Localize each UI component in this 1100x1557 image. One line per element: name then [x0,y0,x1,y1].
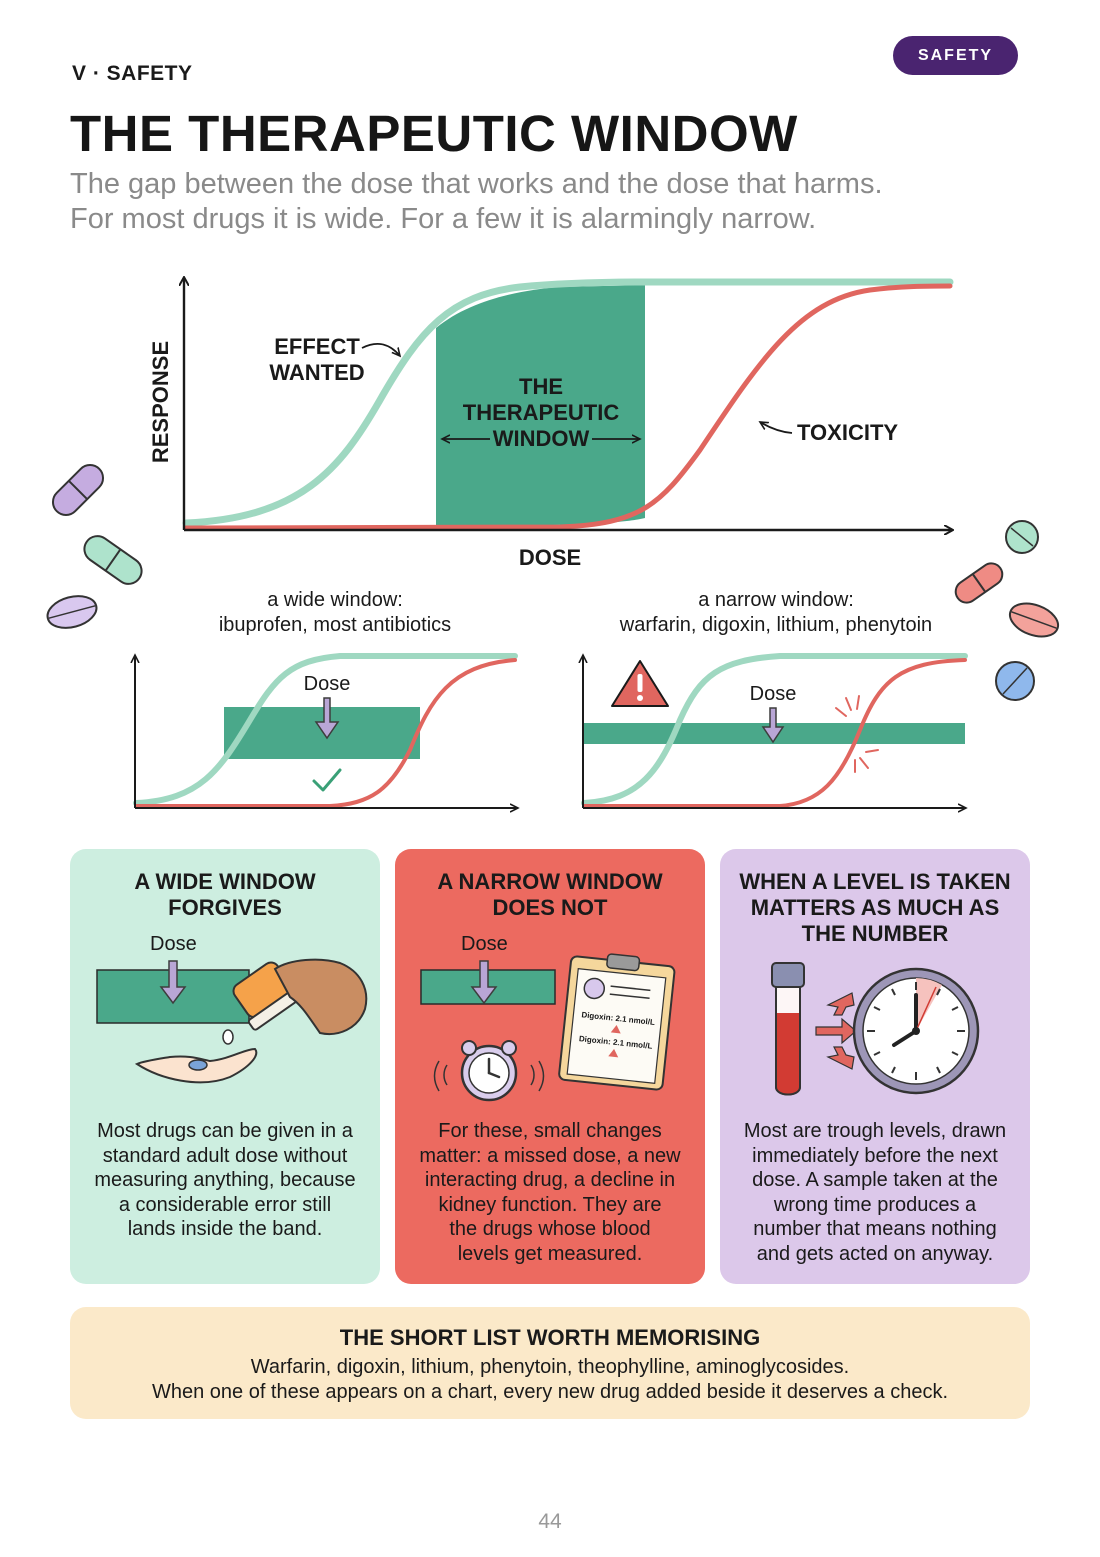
card-timing-illustration [771,962,980,1096]
card-narrow-body-line: matter: a missed dose, a new [419,1144,681,1167]
card-timing-body-line: number that means nothing [753,1218,997,1240]
capsule-icon-purple [51,463,105,517]
callout-drug-list: Warfarin, digoxin, lithium, phenytoin, t… [250,1356,850,1378]
card-timing-body-line: Most are trough levels, drawn [743,1120,1007,1142]
clipboard-icon: Digoxin: 2.1 nmol/L Digoxin: 2.1 nmol/L [558,953,676,1091]
callout-advice: When one of these appears on a chart, ev… [151,1381,949,1403]
dose-response-diagram: RESPONSE DOSE EFFECT WANTED THE THERAPEU… [46,0,1060,840]
effect-pointer-arrow [361,342,400,356]
card-narrow-body-line: kidney function. They are [438,1193,662,1216]
card-timing-body-line: immediately before the next [752,1144,998,1167]
toxicity-pointer-arrow [760,422,793,434]
card-wide-body-line: lands inside the band. [127,1218,323,1240]
narrow-window-chart: Dose [583,653,968,808]
tablet-icon-salmon [1008,602,1060,638]
card-narrow-dose-label: Dose [461,933,508,955]
dose-arrow-icon [159,960,187,1005]
transfer-arrows-icon [815,992,857,1070]
tablet-icon-lavender [46,595,98,629]
card-wide-body-line: a considerable error still [118,1193,332,1216]
toxicity-curve [183,283,953,531]
callout-title: THE SHORT LIST WORTH MEMORISING [339,1325,761,1350]
card-wide-illustration [96,958,368,1084]
page-number: 44 [538,1510,562,1533]
narrow-caption-line-1: a narrow window: [698,589,854,611]
card-narrow-window: A NARROW WINDOW DOES NOT Dose Digoxin: 2… [395,849,705,1284]
memorise-callout: THE SHORT LIST WORTH MEMORISING Warfarin… [70,1307,1030,1419]
tablet-icon-mint-round [1005,520,1039,554]
alarm-clock-icon [433,1040,545,1102]
section-badge: SAFETY [893,36,1018,75]
wide-dose-label: Dose [304,673,351,695]
wide-caption-line-2: ibuprofen, most antibiotics [219,614,451,636]
effect-curve [182,278,954,527]
toxicity-label: TOXICITY [797,420,898,445]
dose-arrow-icon [470,960,498,1005]
wide-window-chart: Dose [135,653,518,808]
wide-window-band [224,707,420,759]
card-narrow-body-line: interacting drug, a decline in [424,1169,676,1191]
page-title: THE THERAPEUTIC WINDOW [70,105,798,162]
card-timing-title-line-1: WHEN A LEVEL IS TAKEN [739,869,1011,894]
section-label: V · SAFETY [72,62,193,85]
card-wide-body-line: measuring anything, because [94,1169,356,1191]
card-timing-title-line-3: THE NUMBER [801,921,949,946]
card-wide-body-line: standard adult dose without [102,1144,348,1167]
card-wide-window: A WIDE WINDOW FORGIVES Dose Most drugs c… [70,849,380,1284]
danger-burst-icon [835,695,879,773]
check-icon [312,768,342,792]
card-narrow-body: For these, small changes matter: a misse… [413,1119,687,1266]
card-narrow-body-line: the drugs whose blood [449,1218,651,1240]
window-label-line-3: WINDOW [493,426,590,451]
card-timing-body-line: dose. A sample taken at the [752,1169,998,1191]
card-timing-body: Most are trough levels, drawn immediatel… [738,1119,1012,1266]
card-wide-dose-label: Dose [150,933,197,955]
wide-dose-arrow-icon [314,697,340,740]
effect-label-line-2: WANTED [269,360,364,385]
narrow-dose-label: Dose [750,683,797,705]
subtitle-line-2: For most drugs it is wide. For a few it … [70,203,817,235]
card-wide-body: Most drugs can be given in a standard ad… [88,1119,362,1242]
card-wide-title-line-2: FORGIVES [168,895,282,920]
capsule-icon-red [954,562,1004,604]
card-narrow-title-line-2: DOES NOT [492,895,608,920]
narrow-dose-arrow-icon [761,707,785,744]
y-axis-label: RESPONSE [148,341,173,463]
effect-label-line-1: EFFECT [274,334,360,359]
card-wide-title: A WIDE WINDOW FORGIVES [80,869,370,921]
card-level-timing: WHEN A LEVEL IS TAKEN MATTERS AS MUCH AS… [720,849,1030,1284]
card-narrow-illustration: Digoxin: 2.1 nmol/L Digoxin: 2.1 nmol/L [420,953,676,1102]
card-timing-body-line: wrong time produces a [773,1193,977,1216]
x-axis-label: DOSE [519,545,581,570]
card-narrow-title-line-1: A NARROW WINDOW [437,869,663,894]
card-timing-title: WHEN A LEVEL IS TAKEN MATTERS AS MUCH AS… [730,869,1020,947]
pouring-hand-icon [273,958,368,1035]
narrow-caption-line-2: warfarin, digoxin, lithium, phenytoin [619,614,932,636]
card-narrow-body-line: For these, small changes [438,1120,662,1142]
card-narrow-body-line: levels get measured. [457,1242,643,1265]
warning-icon [611,660,669,707]
subtitle-line-1: The gap between the dose that works and … [70,168,883,200]
window-label-line-2: THERAPEUTIC [463,400,620,425]
window-label-line-1: THE [519,374,563,399]
card-timing-title-line-2: MATTERS AS MUCH AS [750,895,1000,920]
card-wide-body-line: Most drugs can be given in a [97,1120,353,1142]
therapeutic-window-band [436,285,645,526]
blood-tube-icon [771,962,805,1096]
card-narrow-title: A NARROW WINDOW DOES NOT [405,869,695,921]
card-timing-body-line: and gets acted on anyway. [756,1242,994,1265]
card-wide-title-line-1: A WIDE WINDOW [134,869,316,894]
tablet-icon-blue [995,661,1035,701]
capsule-icon-mint [83,535,143,585]
clock-icon [852,967,980,1095]
wide-caption-line-1: a wide window: [267,589,403,611]
